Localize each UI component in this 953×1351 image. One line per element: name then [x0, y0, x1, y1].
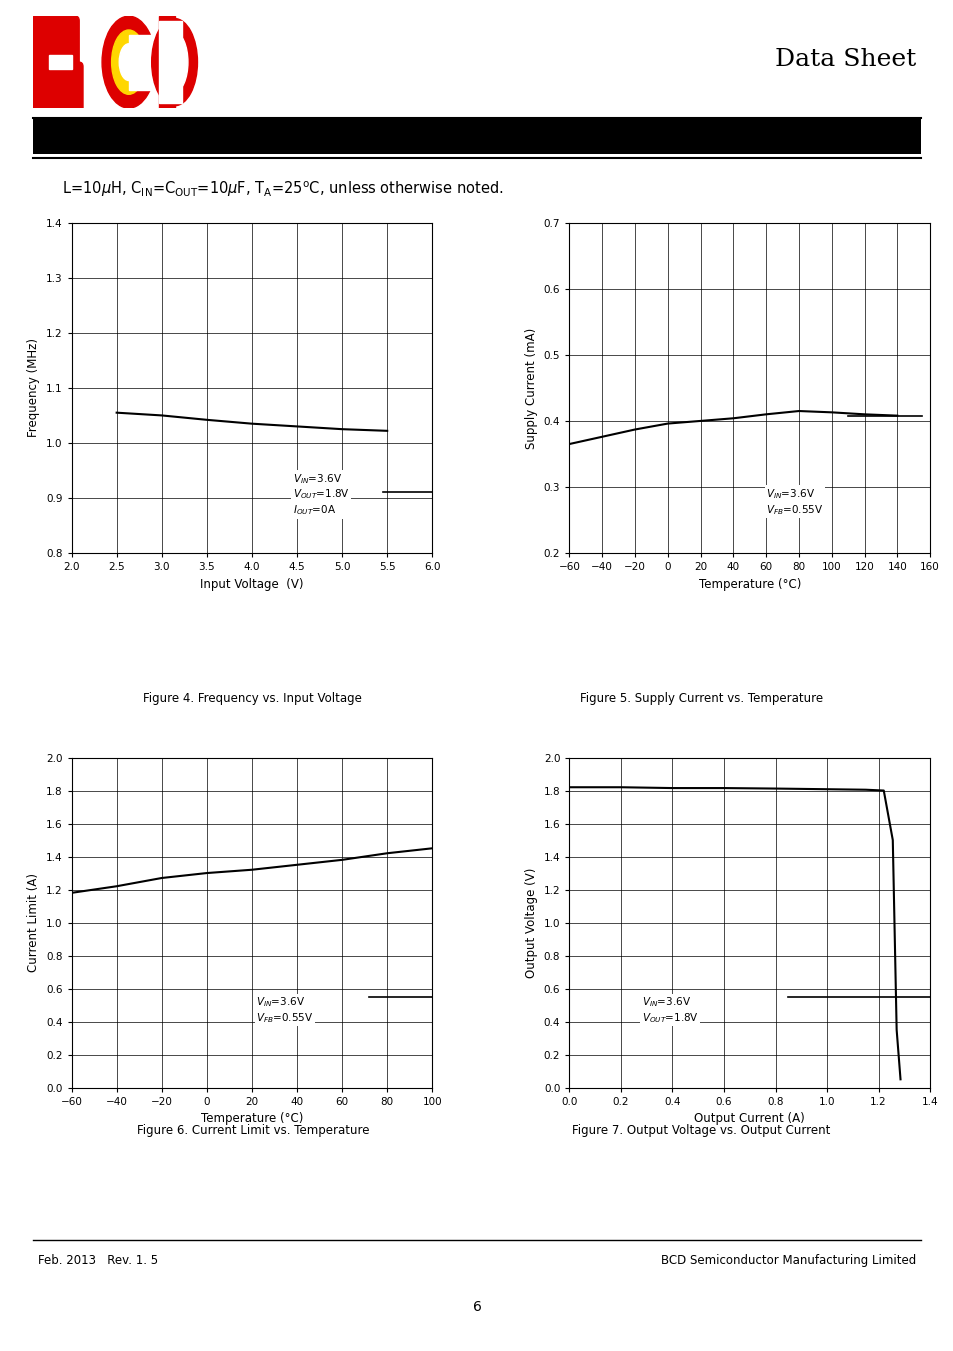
X-axis label: Temperature (°C): Temperature (°C) — [698, 577, 801, 590]
Y-axis label: Current Limit (A): Current Limit (A) — [28, 873, 40, 973]
Text: Figure 5. Supply Current vs. Temperature: Figure 5. Supply Current vs. Temperature — [579, 692, 821, 705]
X-axis label: Temperature (°C): Temperature (°C) — [200, 1112, 303, 1125]
FancyBboxPatch shape — [45, 16, 79, 66]
X-axis label: Input Voltage  (V): Input Voltage (V) — [200, 577, 303, 590]
Text: $V_{IN}$=3.6V
$V_{FB}$=0.55V: $V_{IN}$=3.6V $V_{FB}$=0.55V — [256, 996, 314, 1025]
Text: Figure 4. Frequency vs. Input Voltage: Figure 4. Frequency vs. Input Voltage — [143, 692, 362, 705]
Text: $V_{IN}$=3.6V
$V_{FB}$=0.55V: $V_{IN}$=3.6V $V_{FB}$=0.55V — [765, 486, 822, 516]
Ellipse shape — [119, 43, 138, 81]
Bar — [33, 16, 49, 108]
Y-axis label: Frequency (MHz): Frequency (MHz) — [28, 338, 40, 438]
FancyBboxPatch shape — [45, 62, 83, 112]
Bar — [49, 55, 71, 69]
Bar — [129, 35, 167, 89]
Text: Figure 7. Output Voltage vs. Output Current: Figure 7. Output Voltage vs. Output Curr… — [572, 1124, 829, 1138]
Ellipse shape — [152, 19, 197, 105]
Text: BCD Semiconductor Manufacturing Limited: BCD Semiconductor Manufacturing Limited — [659, 1254, 915, 1267]
Text: L=10$\mu$H, C$_{\rm IN}$=C$_{\rm OUT}$=10$\mu$F, T$_{\rm A}$=25$^{\rm o}$C, unle: L=10$\mu$H, C$_{\rm IN}$=C$_{\rm OUT}$=1… — [62, 180, 503, 199]
Bar — [49, 20, 75, 62]
Y-axis label: Output Voltage (V): Output Voltage (V) — [525, 867, 537, 978]
Bar — [49, 66, 79, 108]
Y-axis label: Supply Current (mA): Supply Current (mA) — [525, 327, 537, 449]
Text: Figure 6. Current Limit vs. Temperature: Figure 6. Current Limit vs. Temperature — [136, 1124, 369, 1138]
Text: 6: 6 — [472, 1300, 481, 1313]
Bar — [159, 16, 174, 108]
Ellipse shape — [161, 32, 188, 92]
Ellipse shape — [102, 16, 155, 108]
X-axis label: Output Current (A): Output Current (A) — [694, 1112, 804, 1125]
Text: $V_{IN}$=3.6V
$V_{OUT}$=1.8V: $V_{IN}$=3.6V $V_{OUT}$=1.8V — [640, 996, 698, 1025]
Text: Feb. 2013   Rev. 1. 5: Feb. 2013 Rev. 1. 5 — [38, 1254, 158, 1267]
Text: Data Sheet: Data Sheet — [774, 47, 915, 72]
Ellipse shape — [112, 30, 146, 95]
Text: $V_{IN}$=3.6V
$V_{OUT}$=1.8V
$I_{OUT}$=0A: $V_{IN}$=3.6V $V_{OUT}$=1.8V $I_{OUT}$=0… — [293, 471, 349, 517]
Bar — [159, 20, 182, 104]
